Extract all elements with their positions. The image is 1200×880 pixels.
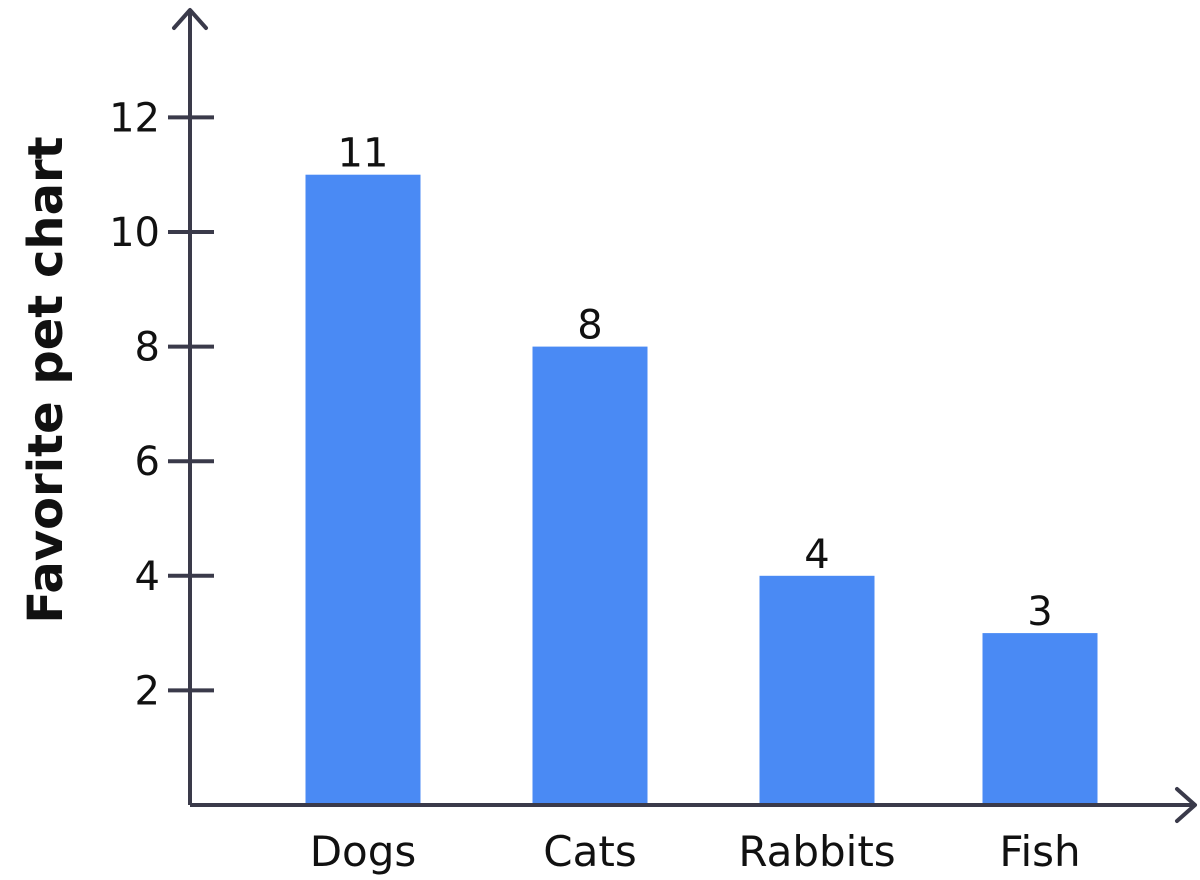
y-axis-title: Favorite pet chart: [18, 136, 74, 623]
y-tick-label-4: 4: [135, 554, 160, 600]
x-axis-arrow: [1175, 787, 1197, 823]
bars: [305, 174, 1098, 805]
y-tick-label-8: 8: [135, 325, 160, 371]
y-tick-label-12: 12: [109, 95, 160, 141]
value-labels: 11 8 4 3: [338, 131, 1053, 635]
y-tick-label-10: 10: [109, 210, 160, 256]
axes: [172, 8, 1197, 823]
value-label-dogs: 11: [338, 131, 389, 177]
category-label-cats: Cats: [543, 827, 636, 876]
bar-fish: [982, 633, 1098, 805]
value-label-fish: 3: [1027, 589, 1052, 635]
category-labels: Dogs Cats Rabbits Fish: [310, 827, 1081, 876]
value-label-rabbits: 4: [804, 532, 829, 578]
category-label-rabbits: Rabbits: [738, 827, 895, 876]
value-label-cats: 8: [577, 303, 602, 349]
bar-cats: [532, 346, 648, 805]
bar-rabbits: [759, 575, 875, 805]
category-label-fish: Fish: [999, 827, 1080, 876]
y-axis-arrow: [172, 8, 208, 30]
bar-dogs: [305, 174, 421, 805]
y-axis-ticks: 2 4 6 8 10 12: [109, 95, 214, 714]
y-tick-label-2: 2: [135, 668, 160, 714]
y-tick-label-6: 6: [135, 439, 160, 485]
category-label-dogs: Dogs: [310, 827, 417, 876]
